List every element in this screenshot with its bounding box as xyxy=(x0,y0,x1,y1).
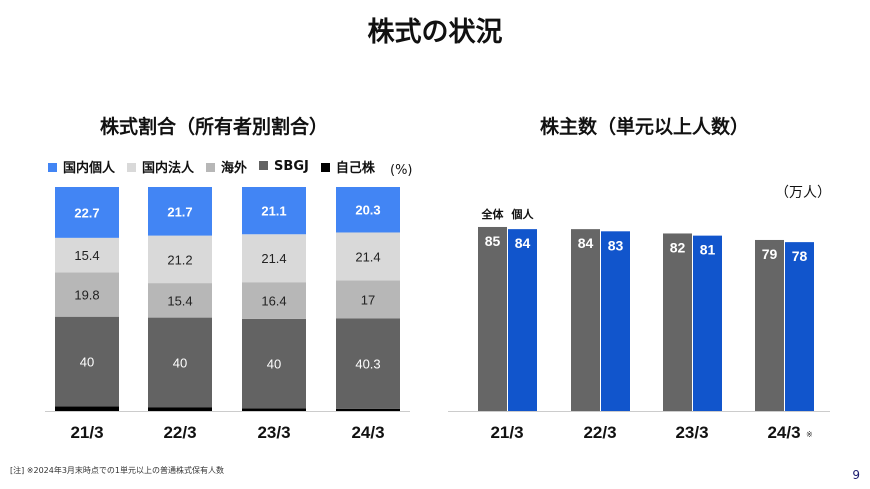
legend-swatch xyxy=(127,163,137,172)
legend-swatch xyxy=(206,163,216,172)
bar-segment xyxy=(55,272,119,317)
data-label: 15.4 xyxy=(74,248,99,263)
bar xyxy=(508,229,537,411)
data-label: 21.7 xyxy=(167,204,192,219)
legend-swatch xyxy=(320,163,330,172)
data-label: 40 xyxy=(80,354,94,369)
footnote-mark: ※ xyxy=(806,430,813,439)
bar-segment xyxy=(242,282,306,319)
x-tick-label: 22/3 xyxy=(163,423,196,442)
legend-item: 自己株 xyxy=(320,157,375,176)
data-label: 81 xyxy=(700,242,716,258)
bar-segment xyxy=(148,283,212,318)
x-tick-label: 24/3 xyxy=(351,423,384,442)
bar-segment xyxy=(148,317,212,408)
bar-segment xyxy=(336,408,400,411)
legend-label: 国内法人 xyxy=(142,161,195,176)
bar xyxy=(785,242,814,411)
bar-segment xyxy=(148,187,212,236)
x-tick-label: 24/3 xyxy=(767,423,800,442)
data-label: 84 xyxy=(578,235,594,251)
bar xyxy=(663,233,692,411)
bar-segment xyxy=(55,237,119,273)
bar xyxy=(478,226,507,411)
right-chart-title: 株主数（単元以上人数） xyxy=(540,116,750,138)
data-label: 22.7 xyxy=(74,205,99,220)
bar-segment xyxy=(55,316,119,407)
bar-segment xyxy=(336,280,400,319)
x-tick-label: 23/3 xyxy=(675,423,708,442)
page-title: 株式の状況 xyxy=(367,17,503,48)
page-number: 9 xyxy=(852,468,860,482)
bar-segment xyxy=(55,187,119,238)
footnote: [注] ※2024年3月末時点での1単元以上の普通株式保有人数 xyxy=(10,466,225,475)
bar-segment xyxy=(242,234,306,283)
data-label: 15.4 xyxy=(167,293,192,308)
data-label: 20.3 xyxy=(355,203,380,218)
bar-segment xyxy=(55,406,119,411)
bar xyxy=(755,239,784,411)
bar-segment xyxy=(336,232,400,281)
data-label: 40.3 xyxy=(355,357,380,372)
data-label: 40 xyxy=(267,357,281,372)
legend: 国内個人 国内法人 海外 SBGJ 自己株 xyxy=(48,157,375,176)
data-label: 21.4 xyxy=(355,249,380,264)
legend-label: 国内個人 xyxy=(63,161,116,176)
data-label: 19.8 xyxy=(74,288,99,303)
legend-label: 海外 xyxy=(221,161,248,176)
legend-swatch xyxy=(48,163,57,172)
bar-segment xyxy=(242,408,306,411)
bar xyxy=(601,231,630,411)
legend-swatch xyxy=(259,161,269,170)
left-unit: (%) xyxy=(390,163,413,178)
legend-item: 海外 xyxy=(206,157,247,176)
data-label: 40 xyxy=(173,355,187,370)
data-label: 17 xyxy=(361,292,375,307)
x-tick-label: 23/3 xyxy=(257,423,290,442)
legend-item: 国内個人 xyxy=(48,157,115,176)
data-label: 21.2 xyxy=(167,252,192,267)
bar xyxy=(571,229,600,411)
data-label: 21.4 xyxy=(261,251,286,266)
data-label: 82 xyxy=(670,239,686,255)
x-tick-label: 21/3 xyxy=(70,423,103,442)
right-unit: （万人） xyxy=(775,185,831,201)
data-label: 78 xyxy=(792,248,808,264)
left-chart-title: 株式割合（所有者別割合） xyxy=(100,116,329,138)
series-label: 個人 xyxy=(511,207,535,221)
bar xyxy=(693,235,722,411)
legend-label: 自己株 xyxy=(335,161,375,176)
series-label: 全体 xyxy=(481,207,505,221)
bar-segment xyxy=(336,187,400,233)
legend-item: SBGJ xyxy=(259,159,309,174)
legend-item: 国内法人 xyxy=(127,157,194,176)
data-label: 85 xyxy=(485,233,501,249)
data-label: 16.4 xyxy=(261,294,286,309)
data-label: 79 xyxy=(762,246,778,262)
bar-segment xyxy=(242,318,306,409)
bar-segment xyxy=(242,187,306,235)
data-label: 83 xyxy=(608,237,624,253)
bar-segment xyxy=(148,407,212,411)
data-label: 84 xyxy=(515,235,531,251)
x-tick-label: 22/3 xyxy=(583,423,616,442)
bar-segment xyxy=(336,318,400,409)
data-label: 21.1 xyxy=(261,204,286,219)
bar-segment xyxy=(148,235,212,284)
legend-label: SBGJ xyxy=(274,159,309,174)
x-tick-label: 21/3 xyxy=(490,423,523,442)
